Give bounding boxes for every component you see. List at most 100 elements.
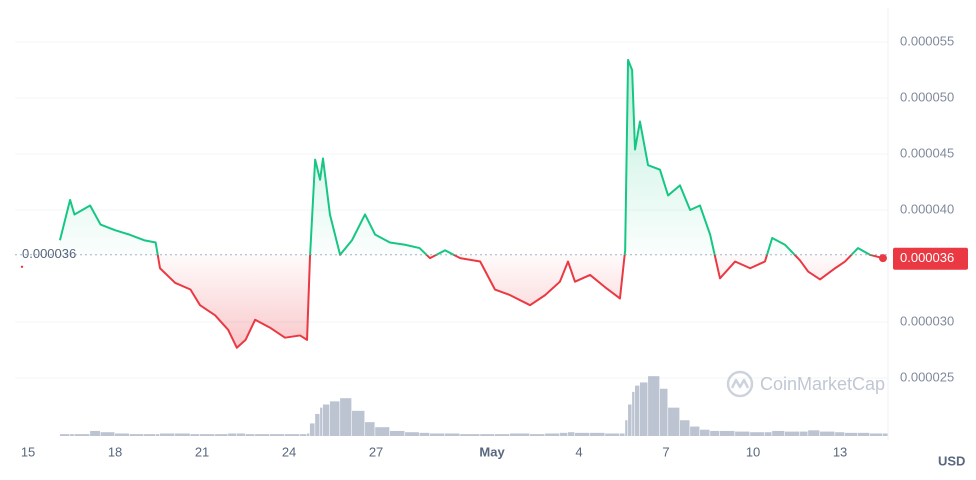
volume-bar: [236, 433, 245, 436]
volume-bar: [619, 433, 625, 436]
x-tick-label: May: [479, 444, 505, 459]
volume-bar: [74, 434, 90, 436]
watermark: CoinMarketCap: [760, 374, 885, 394]
price-area: [59, 59, 883, 348]
x-tick-label: 10: [746, 444, 760, 459]
volume-bar: [269, 434, 285, 436]
price-line: [58, 58, 884, 349]
baseline-label: 0.000036: [22, 246, 76, 261]
volume-bar: [808, 430, 820, 436]
volume-bar: [429, 433, 445, 436]
volume-bar: [639, 382, 648, 436]
volume-bar: [300, 434, 307, 436]
y-tick-label: 0.000030: [900, 313, 954, 328]
watermark-logo: [726, 370, 754, 398]
price-tag-bg: [893, 247, 968, 270]
volume-bar: [200, 434, 215, 436]
volume-bar: [545, 433, 560, 436]
volume-bar: [59, 434, 70, 436]
y-tick-label: 0.000025: [900, 369, 954, 384]
volume-bars: [59, 376, 889, 436]
volume-bar: [460, 434, 480, 436]
volume-bar: [445, 433, 460, 436]
volume-bar: [632, 391, 635, 436]
volume-bar: [735, 431, 750, 436]
volume-bar: [690, 426, 700, 436]
currency-label: USD: [938, 453, 965, 468]
volume-bar: [628, 404, 632, 436]
volume-bar: [559, 432, 568, 436]
volume-bar: [315, 413, 320, 436]
volume-bar: [679, 420, 690, 436]
volume-bar: [322, 404, 330, 436]
volume-bar: [480, 434, 495, 436]
volume-bar: [351, 410, 365, 436]
x-tick-label: 7: [662, 444, 669, 459]
volume-bar: [190, 434, 200, 436]
volume-bar: [329, 401, 340, 436]
volume-bar: [129, 434, 144, 436]
volume-bar: [648, 376, 660, 436]
volume-bar: [710, 430, 720, 436]
volume-bar: [574, 432, 590, 436]
volume-bar: [100, 432, 115, 436]
volume-bar: [625, 420, 628, 436]
volume-bar: [590, 432, 605, 436]
volume-bar: [750, 432, 765, 436]
volume-bar: [115, 433, 129, 436]
price-tag: 0.000036: [900, 250, 954, 265]
volume-bar: [530, 434, 545, 436]
volume-bar: [375, 427, 390, 436]
volume-bar: [309, 423, 315, 436]
volume-bar: [255, 434, 270, 436]
volume-bar: [90, 430, 100, 436]
volume-bar: [835, 432, 845, 436]
volume-bar: [365, 422, 375, 436]
volume-bar: [568, 432, 575, 436]
volume-bar: [764, 432, 772, 436]
y-tick-label: 0.000050: [900, 89, 954, 104]
volume-bar: [175, 433, 190, 436]
volume-bar: [858, 432, 870, 436]
volume-bar: [844, 432, 858, 436]
volume-bar: [869, 433, 883, 436]
volume-bar: [340, 398, 352, 436]
volume-bar: [605, 433, 620, 436]
volume-bar: [882, 433, 889, 436]
volume-bar: [820, 431, 835, 436]
baseline-dot: [20, 265, 24, 268]
x-tick-label: 4: [575, 444, 582, 459]
x-tick-label: 24: [282, 444, 296, 459]
volume-bar: [307, 433, 310, 436]
volume-bar: [320, 407, 323, 436]
x-tick-label: 13: [833, 444, 847, 459]
volume-bar: [284, 434, 300, 436]
volume-bar: [228, 433, 237, 436]
volume-bar: [494, 434, 510, 436]
volume-bar: [160, 433, 175, 436]
plot: [15, 58, 888, 349]
volume-bar: [155, 434, 160, 436]
volume-bar: [510, 433, 530, 436]
x-tick-label: 21: [195, 444, 209, 459]
volume-bar: [772, 430, 785, 436]
volume-bar: [635, 385, 640, 436]
volume-bar: [719, 430, 735, 436]
y-tick-label: 0.000055: [900, 33, 954, 48]
volume-bar: [70, 434, 74, 436]
volume-bar: [659, 388, 668, 436]
x-tick-label: 27: [369, 444, 383, 459]
y-tick-label: 0.000040: [900, 201, 954, 216]
volume-bar: [389, 430, 405, 436]
x-tick-label: 18: [108, 444, 122, 459]
y-tick-label: 0.000045: [900, 145, 954, 160]
volume-bar: [699, 429, 710, 436]
volume-bar: [419, 432, 430, 436]
grid: [15, 41, 888, 379]
volume-bar: [215, 434, 228, 436]
volume-bar: [144, 434, 156, 436]
volume-bar: [668, 407, 680, 436]
volume-bar: [245, 434, 255, 436]
